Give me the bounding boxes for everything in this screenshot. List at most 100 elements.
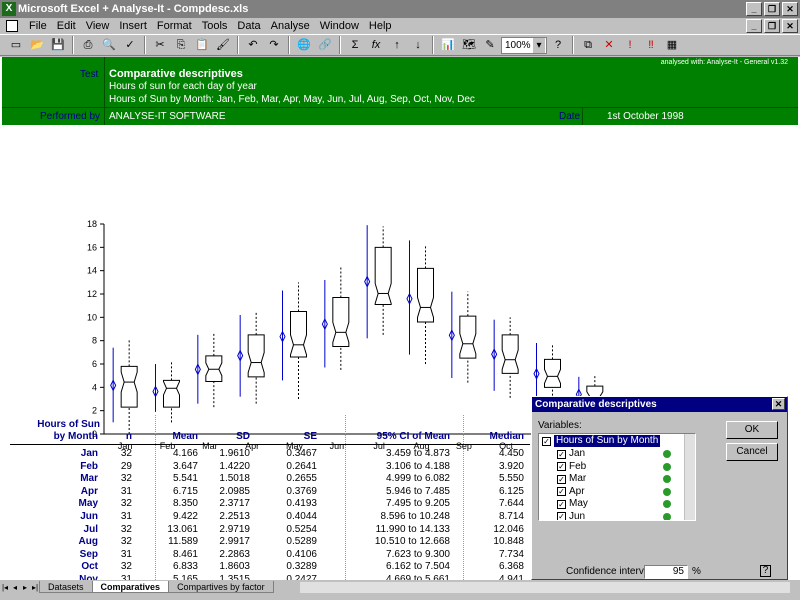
analyse-it-alert-icon[interactable]: ! — [628, 39, 632, 51]
menu-view[interactable]: View — [85, 20, 110, 32]
help-icon[interactable]: ? — [760, 565, 771, 577]
variable-status-icon — [663, 450, 671, 458]
minimize-button[interactable]: _ — [746, 2, 762, 16]
cell-sd: 1.4220 — [219, 460, 250, 472]
variable-item[interactable]: ✓ Mar — [557, 473, 685, 485]
spelling-icon[interactable]: ✓ — [125, 39, 135, 51]
last-sheet-icon[interactable]: ▸| — [31, 582, 39, 592]
dialog-close-button[interactable]: ✕ — [772, 398, 785, 410]
menu-edit[interactable]: Edit — [56, 20, 76, 32]
cell-se: 0.2641 — [286, 460, 317, 472]
dialog-title-bar[interactable]: Comparative descriptives ✕ — [532, 397, 787, 412]
menu-file[interactable]: File — [29, 20, 47, 32]
variable-root-item[interactable]: ✓ Hours of Sun by Month — [542, 435, 661, 447]
cell-mean: 8.350 — [172, 498, 198, 510]
variables-list[interactable]: ✓ Hours of Sun by Month ✓ Jan ✓ Feb ✓ Mar ✓ Apr… — [538, 433, 696, 521]
variable-status-icon — [663, 487, 671, 496]
analyse-it-options-icon[interactable]: ▦ — [666, 39, 678, 51]
analyse-it-edit-icon[interactable]: ⧉ — [584, 39, 592, 51]
menu-insert[interactable]: Insert — [119, 20, 147, 32]
undo-icon[interactable]: ↶ — [248, 39, 258, 51]
print-preview-icon[interactable]: 🔍 — [102, 39, 116, 51]
hyperlink-icon[interactable]: 🔗 — [318, 39, 332, 51]
variable-checkbox[interactable]: ✓ — [557, 499, 566, 509]
header-n: n — [125, 431, 132, 442]
cell-month: Aug — [78, 536, 98, 548]
cell-ci: 4.669 to 5.661 — [386, 574, 450, 580]
open-icon[interactable]: 📂 — [30, 39, 44, 51]
print-icon[interactable]: ⎙ — [83, 39, 93, 51]
ok-button[interactable]: OK — [726, 421, 778, 439]
cut-icon[interactable]: ✂ — [155, 39, 165, 51]
cell-n: 32 — [120, 536, 132, 548]
tab-comparatives[interactable]: Comparatives — [91, 581, 170, 593]
zoom-select[interactable]: 100% — [501, 36, 547, 54]
analyse-it-delete-icon[interactable]: ✕ — [604, 39, 614, 51]
cancel-button[interactable]: Cancel — [726, 443, 778, 461]
menu-tools[interactable]: Tools — [201, 20, 228, 32]
sort-descending-icon[interactable]: ↓ — [415, 39, 421, 51]
next-sheet-icon[interactable]: ▸ — [22, 582, 27, 592]
save-icon[interactable]: 💾 — [51, 39, 65, 51]
map-icon[interactable]: 🗺 — [462, 39, 476, 51]
cell-mean: 5.165 — [172, 574, 198, 580]
cell-ci: 4.999 to 6.082 — [386, 473, 450, 485]
sort-ascending-icon[interactable]: ↑ — [394, 39, 400, 51]
variable-checkbox[interactable]: ✓ — [557, 512, 566, 521]
variable-checkbox[interactable]: ✓ — [557, 449, 566, 459]
doc-close-button[interactable]: ✕ — [782, 19, 798, 33]
cell-median: 6.368 — [498, 561, 524, 573]
autosum-icon[interactable]: Σ — [351, 39, 359, 51]
variable-item[interactable]: ✓ Feb — [557, 461, 685, 473]
format-painter-icon[interactable]: 🖌 — [216, 39, 230, 51]
variable-item[interactable]: ✓ Jun — [557, 511, 685, 521]
redo-icon[interactable]: ↷ — [269, 39, 279, 51]
variables-scrollbar[interactable] — [684, 434, 695, 520]
menu-analyse[interactable]: Analyse — [270, 20, 310, 32]
menu-format[interactable]: Format — [156, 20, 192, 32]
variable-item[interactable]: ✓ Jan — [557, 448, 685, 460]
mean-marker — [491, 348, 498, 361]
root-checkbox[interactable]: ✓ — [542, 436, 551, 446]
new-icon[interactable]: ▭ — [10, 39, 22, 51]
menu-data[interactable]: Data — [237, 20, 261, 32]
restore-button[interactable]: ❐ — [764, 2, 780, 16]
x-tick-label: Jul — [373, 441, 385, 451]
menu-help[interactable]: Help — [368, 20, 392, 32]
drawing-icon[interactable]: ✎ — [485, 39, 495, 51]
tab-comparatives-by-factor[interactable]: Compartives by factor — [168, 581, 274, 593]
cell-mean: 4.166 — [172, 448, 198, 459]
mean-marker — [448, 329, 455, 342]
menu-window[interactable]: Window — [319, 20, 359, 32]
table-row: Feb 29 3.647 1.4220 0.2641 3.106 to 4.188 3.92… — [10, 461, 530, 474]
variable-label: May — [569, 498, 588, 509]
cell-n: 31 — [120, 511, 132, 522]
variable-item[interactable]: ✓ Apr — [557, 486, 685, 498]
doc-restore-button[interactable]: ❐ — [764, 19, 780, 33]
analyse-it-warning-icon[interactable]: ‼ — [648, 39, 654, 51]
variable-checkbox[interactable]: ✓ — [557, 474, 566, 484]
cell-ci: 6.162 to 7.504 — [386, 561, 450, 573]
chart-wizard-icon[interactable]: 📊 — [441, 39, 455, 51]
variable-checkbox[interactable]: ✓ — [557, 487, 566, 496]
copy-icon[interactable]: ⎘ — [176, 39, 186, 51]
y-tick-label: 8 — [92, 336, 97, 346]
function-icon[interactable]: fx — [371, 39, 381, 51]
document-icon[interactable] — [6, 20, 18, 32]
window-title: Microsoft Excel + Analyse-It - Compdesc.… — [18, 3, 249, 15]
tab-datasets[interactable]: Datasets — [39, 581, 93, 593]
first-sheet-icon[interactable]: |◂ — [1, 582, 9, 592]
web-toolbar-icon[interactable]: 🌐 — [297, 39, 311, 51]
office-assistant-icon[interactable]: ? — [554, 39, 562, 51]
doc-minimize-button[interactable]: _ — [746, 19, 762, 33]
prev-sheet-icon[interactable]: ◂ — [12, 582, 17, 592]
paste-icon[interactable]: 📋 — [195, 39, 209, 51]
cell-n: 32 — [120, 561, 132, 573]
variable-item[interactable]: ✓ May — [557, 498, 685, 510]
variable-checkbox[interactable]: ✓ — [557, 462, 566, 471]
horizontal-scrollbar[interactable] — [300, 582, 790, 593]
confidence-interval-input[interactable]: 95 — [644, 565, 688, 579]
close-button[interactable]: ✕ — [782, 2, 798, 16]
worksheet[interactable]: analysed with: Analyse-It - General v1.3… — [0, 57, 800, 580]
performed-by-label: Performed by — [40, 111, 101, 122]
